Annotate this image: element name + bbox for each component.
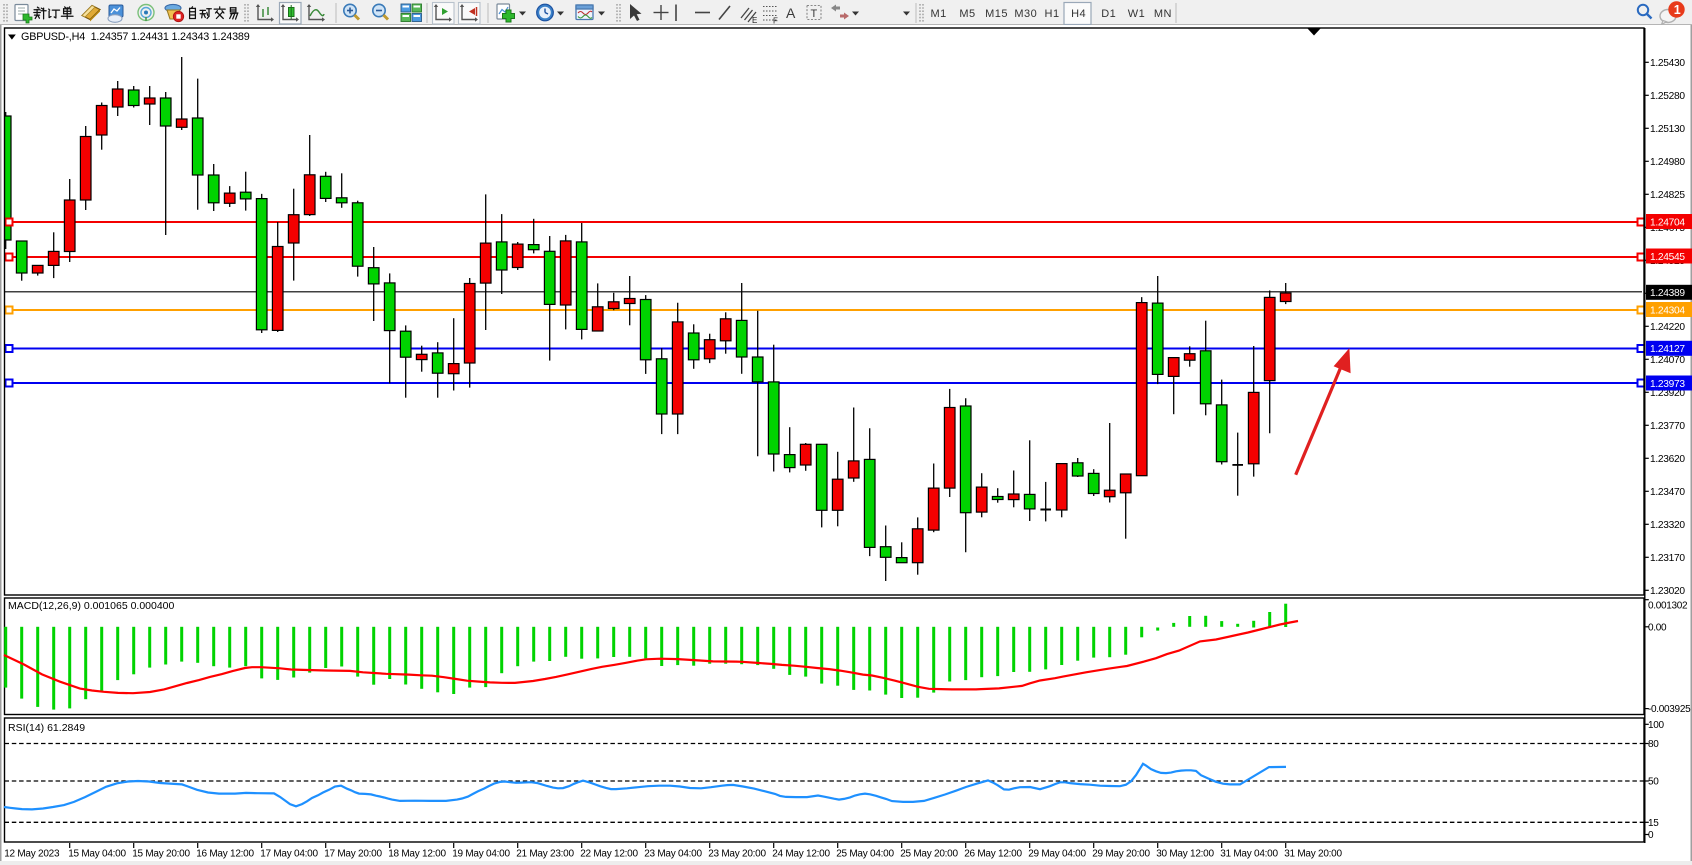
svg-text:1.25130: 1.25130 xyxy=(1650,124,1685,135)
svg-text:1.24127: 1.24127 xyxy=(1650,344,1685,355)
svg-text:RSI(14) 61.2849: RSI(14) 61.2849 xyxy=(8,722,85,734)
svg-text:1.23620: 1.23620 xyxy=(1650,454,1685,465)
svg-text:21 May 23:00: 21 May 23:00 xyxy=(516,849,574,860)
svg-text:1.23770: 1.23770 xyxy=(1650,421,1685,432)
svg-text:1.24704: 1.24704 xyxy=(1650,217,1685,228)
svg-text:0.00: 0.00 xyxy=(1648,622,1667,633)
svg-text:M30: M30 xyxy=(1014,8,1037,20)
svg-text:19 May 04:00: 19 May 04:00 xyxy=(452,849,510,860)
svg-text:25 May 04:00: 25 May 04:00 xyxy=(836,849,894,860)
svg-text:M15: M15 xyxy=(985,8,1008,20)
svg-text:1.25280: 1.25280 xyxy=(1650,91,1685,102)
svg-text:25 May 20:00: 25 May 20:00 xyxy=(900,849,958,860)
svg-text:1.23920: 1.23920 xyxy=(1650,388,1685,399)
svg-text:0: 0 xyxy=(1648,830,1654,841)
svg-text:1.25430: 1.25430 xyxy=(1650,58,1685,69)
svg-text:MN: MN xyxy=(1154,8,1172,20)
svg-text:26 May 12:00: 26 May 12:00 xyxy=(964,849,1022,860)
svg-text:24 May 12:00: 24 May 12:00 xyxy=(772,849,830,860)
svg-text:50: 50 xyxy=(1648,777,1659,788)
svg-text:F: F xyxy=(773,17,778,26)
svg-text:E: E xyxy=(752,16,757,25)
svg-text:MACD(12,26,9) 0.001065 0.00040: MACD(12,26,9) 0.001065 0.000400 xyxy=(8,600,175,612)
svg-text:15 May 20:00: 15 May 20:00 xyxy=(132,849,190,860)
svg-text:17 May 04:00: 17 May 04:00 xyxy=(260,849,318,860)
svg-text:W1: W1 xyxy=(1128,8,1146,20)
svg-text:1.23320: 1.23320 xyxy=(1650,520,1685,531)
svg-text:1: 1 xyxy=(1674,3,1681,17)
svg-text:1.24304: 1.24304 xyxy=(1650,305,1685,316)
svg-text:1.24070: 1.24070 xyxy=(1650,355,1685,366)
svg-text:1.23973: 1.23973 xyxy=(1650,379,1685,390)
svg-text:1.24389: 1.24389 xyxy=(1650,288,1685,299)
svg-text:1.23020: 1.23020 xyxy=(1650,586,1685,597)
svg-text:M5: M5 xyxy=(959,8,975,20)
svg-text:1.23470: 1.23470 xyxy=(1650,487,1685,498)
svg-text:1.24825: 1.24825 xyxy=(1650,190,1685,201)
svg-text:22 May 12:00: 22 May 12:00 xyxy=(580,849,638,860)
svg-text:29 May 04:00: 29 May 04:00 xyxy=(1028,849,1086,860)
svg-text:31 May 04:00: 31 May 04:00 xyxy=(1220,849,1278,860)
svg-text:M1: M1 xyxy=(931,8,947,20)
svg-text:29 May 20:00: 29 May 20:00 xyxy=(1092,849,1150,860)
svg-text:T: T xyxy=(811,8,818,20)
svg-text:1.23170: 1.23170 xyxy=(1650,553,1685,564)
svg-text:H1: H1 xyxy=(1045,8,1060,20)
svg-text:17 May 20:00: 17 May 20:00 xyxy=(324,849,382,860)
svg-text:GBPUSD-,H4 1.24357 1.24431 1.: GBPUSD-,H4 1.24357 1.24431 1.24343 1.243… xyxy=(21,31,250,43)
svg-text:30 May 12:00: 30 May 12:00 xyxy=(1156,849,1214,860)
svg-text:23 May 04:00: 23 May 04:00 xyxy=(644,849,702,860)
svg-text:16 May 12:00: 16 May 12:00 xyxy=(196,849,254,860)
svg-text:15 May 04:00: 15 May 04:00 xyxy=(68,849,126,860)
svg-text:0.001302: 0.001302 xyxy=(1648,600,1688,611)
svg-text:31 May 20:00: 31 May 20:00 xyxy=(1284,849,1342,860)
svg-text:H4: H4 xyxy=(1071,8,1086,20)
svg-text:18 May 12:00: 18 May 12:00 xyxy=(388,849,446,860)
svg-text:1.24545: 1.24545 xyxy=(1650,252,1685,263)
svg-text:12 May 2023: 12 May 2023 xyxy=(4,849,60,860)
svg-text:-0.003925: -0.003925 xyxy=(1648,704,1691,715)
svg-text:D1: D1 xyxy=(1101,8,1116,20)
svg-text:15: 15 xyxy=(1648,818,1659,829)
svg-text:1.24220: 1.24220 xyxy=(1650,322,1685,333)
svg-text:1.24980: 1.24980 xyxy=(1650,157,1685,168)
svg-text:A: A xyxy=(786,5,796,21)
svg-text:80: 80 xyxy=(1648,739,1659,750)
svg-text:100: 100 xyxy=(1648,720,1665,731)
svg-text:23 May 20:00: 23 May 20:00 xyxy=(708,849,766,860)
